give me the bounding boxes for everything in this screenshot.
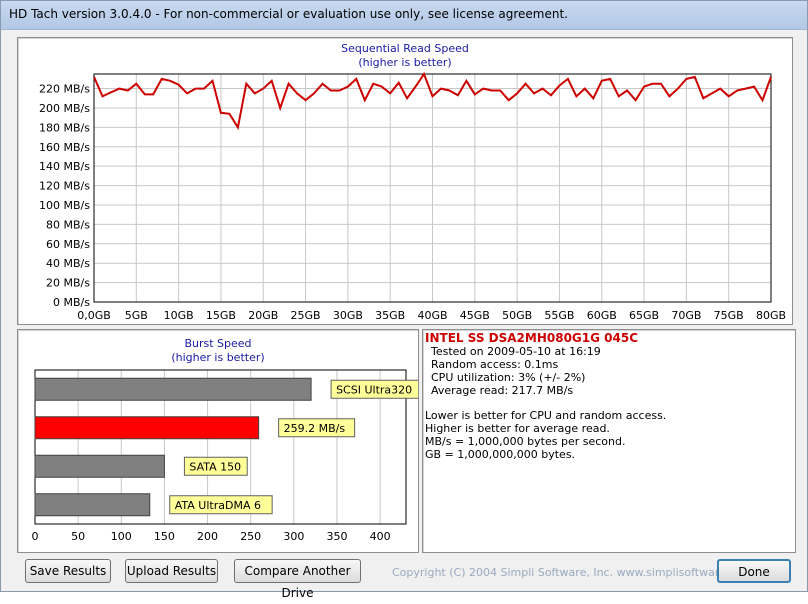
x-tick-label: 20GB (248, 309, 278, 322)
title-bar: HD Tach version 3.0.4.0 - For non-commer… (1, 1, 807, 30)
x-tick-label: 40GB (417, 309, 447, 322)
burst-x-tick-label: 250 (240, 530, 261, 543)
y-tick-label: 0 MB/s (53, 296, 90, 309)
chart-title: Sequential Read Speed (341, 42, 469, 55)
y-tick-label: 160 MB/s (39, 141, 90, 154)
note-mbps: MB/s = 1,000,000 bytes per second. (425, 435, 626, 448)
burst-x-tick-label: 50 (71, 530, 85, 543)
upload-results-button[interactable]: Upload Results (125, 559, 218, 583)
x-tick-label: 25GB (291, 309, 321, 322)
compare-another-drive-button[interactable]: Compare Another Drive (234, 559, 361, 600)
x-tick-label: 80GB (756, 309, 786, 322)
x-tick-label: 30GB (333, 309, 363, 322)
burst-title: Burst Speed (184, 337, 251, 350)
burst-x-tick-label: 150 (154, 530, 175, 543)
burst-bar-label: ATA UltraDMA 6 (175, 499, 261, 512)
y-tick-label: 140 MB/s (39, 160, 90, 173)
burst-bar-label: 259.2 MB/s (284, 422, 346, 435)
chart-subtitle: (higher is better) (358, 56, 451, 69)
drive-name: INTEL SS DSA2MH080G1G 045C (425, 331, 638, 345)
y-tick-label: 40 MB/s (46, 257, 90, 270)
random-access: Random access: 0.1ms (431, 358, 559, 371)
y-tick-label: 100 MB/s (39, 199, 90, 212)
burst-x-tick-label: 300 (283, 530, 304, 543)
x-tick-label: 55GB (544, 309, 574, 322)
tested-date: Tested on 2009-05-10 at 16:19 (431, 345, 601, 358)
info-panel (422, 329, 796, 553)
x-tick-label: 65GB (629, 309, 659, 322)
average-read: Average read: 217.7 MB/s (431, 384, 574, 397)
window-title: HD Tach version 3.0.4.0 - For non-commer… (9, 7, 568, 21)
y-tick-label: 220 MB/s (39, 83, 90, 96)
burst-x-tick-label: 0 (32, 530, 39, 543)
burst-speed-chart: Burst Speed(higher is better) 0 50 100 150 20… (32, 337, 428, 543)
sequential-read-panel: Sequential Read Speed (higher is better) 0… (17, 37, 793, 325)
y-tick-label: 60 MB/s (46, 238, 90, 251)
burst-label-box (183, 456, 248, 476)
copyright-text: Copyright (C) 2004 Simpli Software, Inc.… (392, 566, 753, 579)
burst-subtitle: (higher is better) (171, 351, 264, 364)
burst-x-tick-label: 350 (326, 530, 347, 543)
burst-x-tick-label: 200 (197, 530, 218, 543)
burst-speed-panel: Burst Speed (higher is better) 0 50 100 150 20… (17, 329, 428, 553)
burst-bar-label: SATA 150 (189, 460, 241, 473)
burst-x-tick-label: 100 (111, 530, 132, 543)
x-tick-label: 45GB (460, 309, 490, 322)
burst-bar (34, 377, 312, 401)
save-results-button[interactable]: Save Results (25, 559, 111, 583)
burst-bar (34, 454, 165, 478)
y-tick-label: 120 MB/s (39, 180, 90, 193)
burst-bar (34, 416, 260, 440)
y-tick-label: 180 MB/s (39, 121, 90, 134)
x-tick-label: 60GB (587, 309, 617, 322)
plot-border (93, 73, 772, 303)
burst-bar (34, 493, 151, 517)
x-tick-label: 5GB (125, 309, 148, 322)
x-tick-label: 0,0GB (77, 309, 111, 322)
burst-plot-border (34, 369, 407, 525)
note-gb: GB = 1,000,000,000 bytes. (425, 448, 576, 461)
done-button[interactable]: Done (717, 559, 791, 583)
y-tick-label: 80 MB/s (46, 218, 90, 231)
note-higher-better: Higher is better for average read. (425, 422, 610, 435)
note-lower-better: Lower is better for CPU and random acces… (425, 409, 667, 422)
x-tick-label: 70GB (671, 309, 701, 322)
burst-bar-label: SCSI Ultra320 (336, 383, 412, 396)
x-tick-label: 75GB (714, 309, 744, 322)
y-tick-label: 20 MB/s (46, 277, 90, 290)
x-tick-label: 50GB (502, 309, 532, 322)
x-tick-label: 15GB (206, 309, 236, 322)
cpu-utilization: CPU utilization: 3% (+/- 2%) (431, 371, 586, 384)
sequential-read-chart: Sequential Read Speed(higher is better) 0… (39, 42, 786, 322)
x-tick-label: 35GB (375, 309, 405, 322)
burst-x-tick-label: 400 (370, 530, 391, 543)
read-speed-line (93, 71, 772, 131)
burst-label-box (278, 418, 356, 438)
y-tick-label: 200 MB/s (39, 102, 90, 115)
x-tick-label: 10GB (164, 309, 194, 322)
burst-label-box (169, 495, 273, 515)
